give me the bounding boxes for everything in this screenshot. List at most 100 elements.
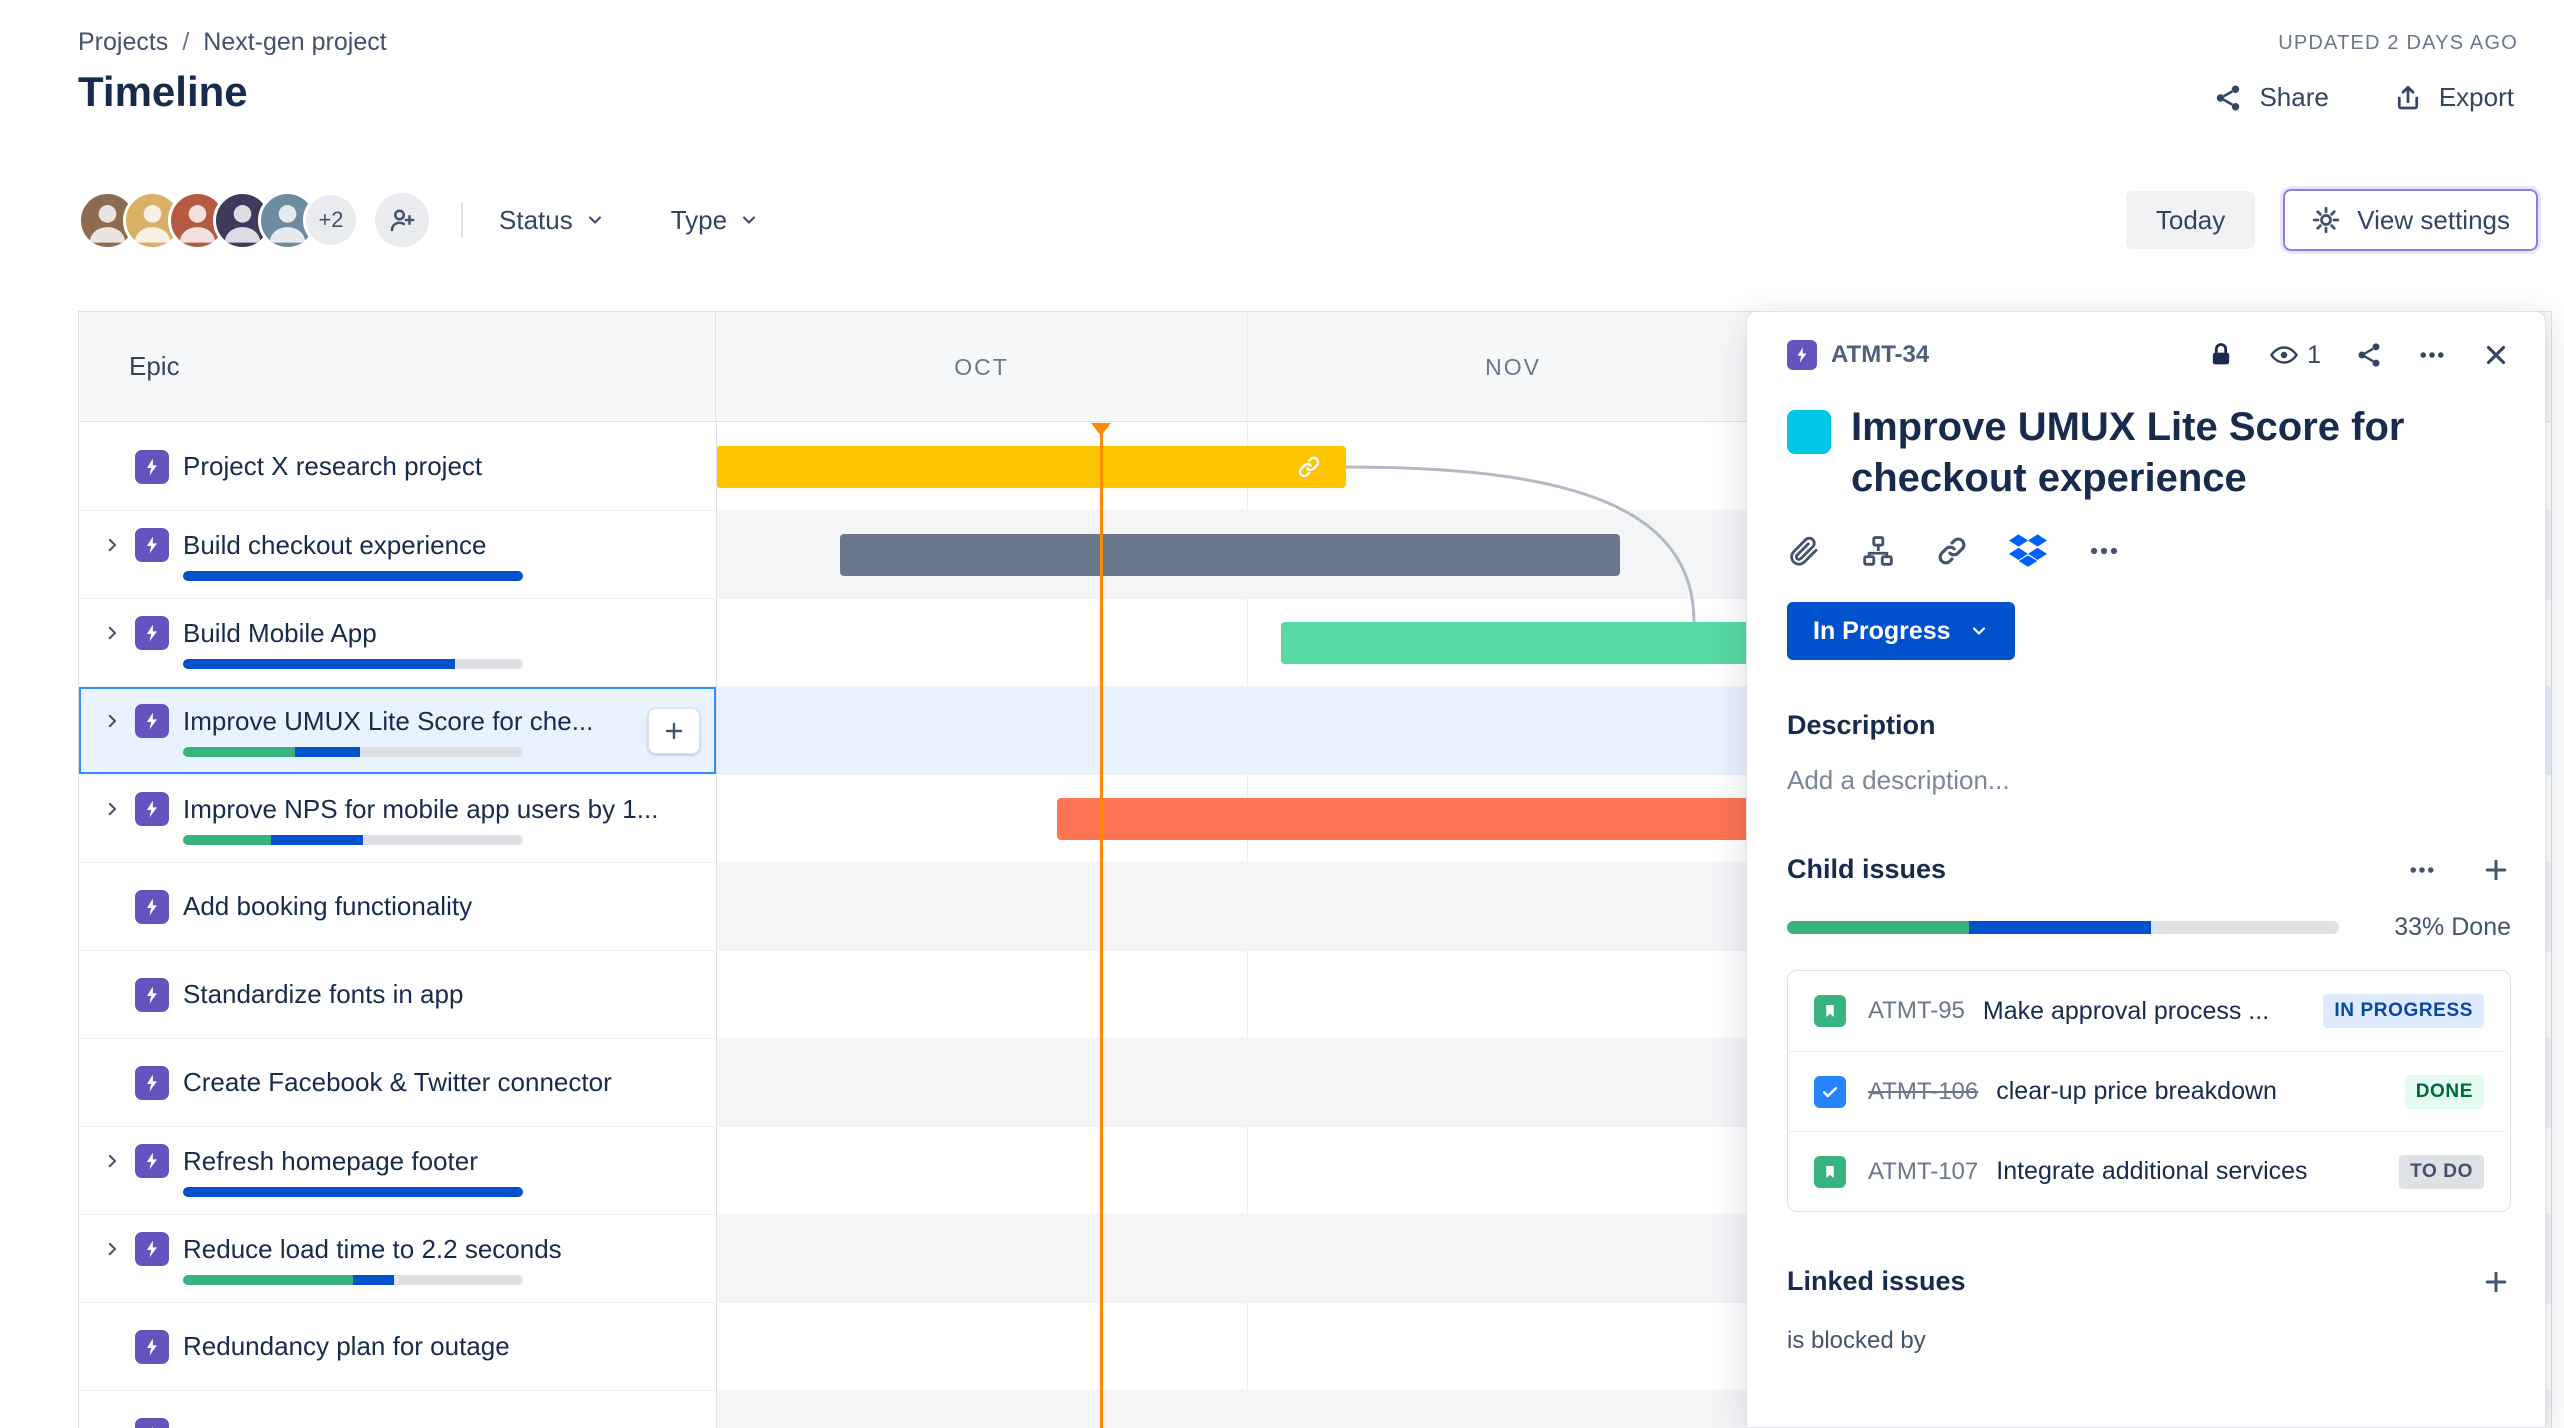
month-header-oct: OCT [954,354,1009,380]
child-issue-row[interactable]: ATMT-95 Make approval process ... IN PRO… [1788,971,2510,1051]
quick-actions [1787,534,2511,568]
epic-progress-bar [183,1187,523,1197]
view-settings-button[interactable]: View settings [2283,189,2538,251]
status-filter-label: Status [499,204,573,235]
child-issue-summary[interactable]: Make approval process ... [1982,996,2270,1025]
child-issues-list: ATMT-95 Make approval process ... IN PRO… [1787,970,2511,1213]
epic-column-header: Epic [79,312,716,421]
epic-cell[interactable]: Build Mobile App [79,599,716,686]
epic-cell[interactable]: Build checkout experience [79,511,716,598]
gantt-bar-checkout[interactable] [840,534,1620,576]
gantt-bar-project-x[interactable] [716,446,1346,488]
chevron-right-icon[interactable] [99,624,125,642]
epic-icon [135,889,169,924]
epic-progress-bar [183,835,523,845]
breadcrumb-project-name[interactable]: Next-gen project [203,28,387,56]
child-issue-key[interactable]: ATMT-106 [1868,1077,1979,1105]
epic-progress-bar [183,1275,523,1285]
epic-icon [135,704,169,738]
issue-title[interactable]: Improve UMUX Lite Score for checkout exp… [1851,405,2405,501]
epic-cell[interactable]: Redundancy plan for outage [79,1303,716,1390]
status-badge[interactable]: IN PROGRESS [2323,994,2484,1029]
chevron-down-icon [1969,621,1989,641]
status-dropdown[interactable]: In Progress [1787,602,2015,661]
issue-key: ATMT-34 [1831,341,1930,368]
epic-cell[interactable]: Reduce load time to 2.2 seconds [79,1215,716,1302]
epic-label: Create Facebook & Twitter connector [183,1067,612,1097]
watch-button[interactable]: 1 [2269,340,2321,370]
issue-key-link[interactable]: ATMT-34 [1787,340,1929,370]
add-child-issue-icon[interactable] [2481,855,2511,885]
epic-progress-bar [183,747,523,757]
chevron-right-icon[interactable] [99,800,125,818]
chevron-right-icon[interactable] [99,1152,125,1170]
child-issue-summary[interactable]: Integrate additional services [1996,1157,2308,1186]
issue-color-chip[interactable] [1787,410,1831,454]
type-filter-dropdown[interactable]: Type [671,205,759,236]
add-linked-issue-icon[interactable] [2481,1267,2511,1297]
dependency-link-icon[interactable] [1296,454,1322,480]
attachment-icon[interactable] [1787,534,1821,568]
child-issue-row[interactable]: ATMT-107 Integrate additional services T… [1788,1131,2510,1211]
epic-icon [135,977,169,1012]
dropbox-icon[interactable] [2009,534,2047,568]
toolbar: +2 Status Type Today View settings [78,188,2538,252]
child-issues-heading: Child issues [1787,854,1947,885]
lock-icon[interactable] [2207,341,2235,369]
epic-cell[interactable]: Add booking functionality [79,863,716,950]
epic-label: Refresh homepage footer [183,1145,478,1176]
epic-cell[interactable]: Project X research project [79,423,716,510]
share-icon[interactable] [2355,341,2383,369]
child-issue-key[interactable]: ATMT-95 [1868,997,1965,1025]
more-actions-icon[interactable] [2417,340,2447,370]
percent-done-label: 33% Done [2394,913,2511,942]
export-icon [2393,83,2423,113]
link-icon[interactable] [1935,534,1969,568]
epic-cell[interactable]: Improve UMUX Lite Score for che... [79,687,716,774]
add-person-button[interactable] [375,193,429,247]
status-badge[interactable]: TO DO [2399,1154,2484,1189]
status-badge[interactable]: DONE [2404,1074,2484,1109]
today-button[interactable]: Today [2125,191,2256,249]
epic-icon [135,528,169,562]
chevron-right-icon[interactable] [99,1240,125,1258]
share-button[interactable]: Share [2213,82,2329,113]
epic-label: Improve UMUX Lite Score for che... [183,705,594,736]
export-button[interactable]: Export [2393,82,2514,113]
epic-icon [135,1329,169,1364]
chevron-right-icon[interactable] [99,712,125,730]
epic-cell[interactable]: Refresh homepage footer [79,1127,716,1214]
extra-avatars-badge[interactable]: +2 [303,192,359,248]
epic-label: Project X research project [183,451,483,481]
add-child-issue-button[interactable] [648,707,700,754]
chevron-right-icon[interactable] [99,536,125,554]
child-issues-more-icon[interactable] [2407,855,2437,885]
breadcrumb: Projects / Next-gen project [78,28,387,57]
chevron-down-icon [585,210,605,230]
timeline-cell[interactable] [716,423,2551,510]
epic-icon [135,1144,169,1178]
child-issue-summary[interactable]: clear-up price breakdown [1996,1077,2277,1106]
status-label: In Progress [1813,616,1951,645]
breadcrumb-projects[interactable]: Projects [78,28,169,56]
month-header-nov: NOV [1247,312,1778,422]
close-icon[interactable] [2481,340,2511,370]
epic-cell[interactable] [79,1391,716,1428]
child-issues-icon[interactable] [1861,534,1895,568]
epic-label: Build Mobile App [183,617,377,648]
epic-cell[interactable]: Improve NPS for mobile app users by 1... [79,775,716,862]
epic-cell[interactable]: Standardize fonts in app [79,951,716,1038]
epic-label: Reduce load time to 2.2 seconds [183,1233,562,1264]
story-icon [1814,1155,1846,1188]
status-filter-dropdown[interactable]: Status [499,205,605,236]
avatar[interactable] [168,190,227,250]
epic-icon [135,1065,169,1100]
updated-timestamp: UPDATED 2 DAYS AGO [2278,32,2518,54]
toolbar-divider [461,202,463,238]
more-actions-icon[interactable] [2087,534,2121,568]
child-issue-key[interactable]: ATMT-107 [1868,1157,1979,1185]
child-issue-row[interactable]: ATMT-106 clear-up price breakdown DONE [1788,1051,2510,1131]
epic-icon [135,792,169,826]
description-placeholder[interactable]: Add a description... [1787,765,2010,796]
epic-cell[interactable]: Create Facebook & Twitter connector [79,1039,716,1126]
